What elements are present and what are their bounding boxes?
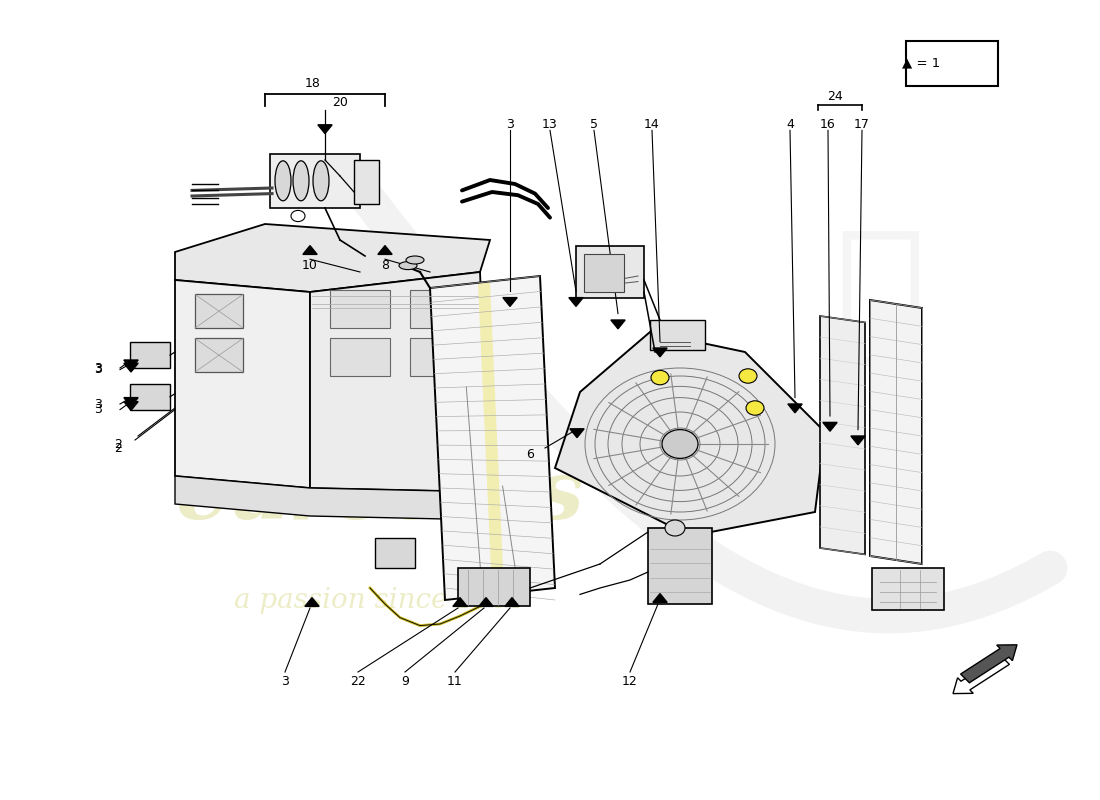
Bar: [130, 342, 170, 368]
Polygon shape: [305, 598, 319, 606]
Text: 6: 6: [526, 448, 534, 461]
Polygon shape: [503, 298, 517, 306]
Bar: [195, 294, 243, 328]
Text: 17: 17: [854, 118, 870, 130]
Text: 14: 14: [645, 118, 660, 130]
Text: 13: 13: [542, 118, 558, 130]
Polygon shape: [823, 422, 837, 431]
Text: 3: 3: [282, 675, 289, 688]
Bar: [375, 538, 415, 568]
Ellipse shape: [275, 161, 292, 201]
Ellipse shape: [406, 256, 424, 264]
Text: 22: 22: [350, 675, 366, 688]
Bar: [195, 338, 243, 372]
Polygon shape: [610, 320, 625, 329]
Polygon shape: [505, 598, 519, 606]
Bar: [354, 160, 379, 204]
Polygon shape: [124, 398, 139, 406]
Bar: [584, 254, 624, 292]
Polygon shape: [124, 402, 139, 410]
Polygon shape: [653, 594, 667, 602]
Polygon shape: [175, 224, 490, 292]
Bar: [410, 290, 465, 328]
Text: 3: 3: [95, 403, 102, 416]
Text: 3: 3: [506, 118, 514, 130]
Polygon shape: [478, 282, 504, 592]
Polygon shape: [556, 332, 825, 536]
Text: 3: 3: [95, 363, 102, 376]
Polygon shape: [478, 598, 493, 606]
Text: 𝓜: 𝓜: [834, 222, 926, 370]
Text: 3: 3: [95, 362, 102, 374]
Circle shape: [666, 520, 685, 536]
Polygon shape: [430, 276, 556, 600]
Text: 2: 2: [114, 442, 122, 454]
FancyBboxPatch shape: [906, 41, 998, 86]
Polygon shape: [124, 363, 139, 372]
Polygon shape: [124, 360, 139, 369]
Circle shape: [746, 401, 764, 415]
Bar: [650, 320, 705, 350]
Polygon shape: [310, 272, 490, 492]
Text: eurocars: eurocars: [176, 456, 584, 536]
Polygon shape: [175, 476, 490, 520]
Polygon shape: [653, 348, 667, 357]
Text: 2: 2: [114, 438, 122, 450]
Bar: [330, 290, 390, 328]
Text: ▲ = 1: ▲ = 1: [902, 57, 940, 70]
Polygon shape: [453, 598, 468, 606]
Text: 9: 9: [402, 675, 409, 688]
Text: 18: 18: [305, 77, 321, 90]
Circle shape: [651, 370, 669, 385]
Text: 8: 8: [381, 259, 389, 272]
Polygon shape: [302, 246, 317, 254]
Text: 11: 11: [447, 675, 463, 688]
Circle shape: [662, 430, 698, 458]
Text: 5: 5: [590, 118, 598, 130]
Polygon shape: [175, 280, 310, 488]
Ellipse shape: [293, 161, 309, 201]
Bar: [130, 384, 170, 410]
Polygon shape: [851, 436, 865, 445]
Polygon shape: [569, 298, 583, 306]
Bar: [648, 528, 712, 604]
Bar: [576, 246, 643, 298]
FancyArrow shape: [953, 656, 1010, 694]
Polygon shape: [820, 316, 865, 554]
Polygon shape: [788, 404, 802, 413]
Text: 4: 4: [786, 118, 794, 130]
Text: 12: 12: [623, 675, 638, 688]
Circle shape: [739, 369, 757, 383]
Circle shape: [292, 210, 305, 222]
Text: 10: 10: [302, 259, 318, 272]
Bar: [330, 338, 390, 376]
Bar: [872, 568, 944, 610]
FancyArrow shape: [960, 645, 1018, 682]
Text: 3: 3: [95, 398, 102, 410]
Text: 16: 16: [821, 118, 836, 130]
Text: 24: 24: [827, 90, 843, 102]
Bar: [270, 154, 360, 208]
Polygon shape: [870, 300, 922, 564]
Bar: [410, 338, 465, 376]
Polygon shape: [318, 125, 332, 134]
Bar: [458, 568, 530, 606]
Text: 20: 20: [332, 96, 348, 109]
Ellipse shape: [399, 262, 417, 270]
Text: a passion since 1985: a passion since 1985: [233, 586, 527, 614]
Polygon shape: [570, 429, 584, 438]
Ellipse shape: [314, 161, 329, 201]
Polygon shape: [378, 246, 392, 254]
